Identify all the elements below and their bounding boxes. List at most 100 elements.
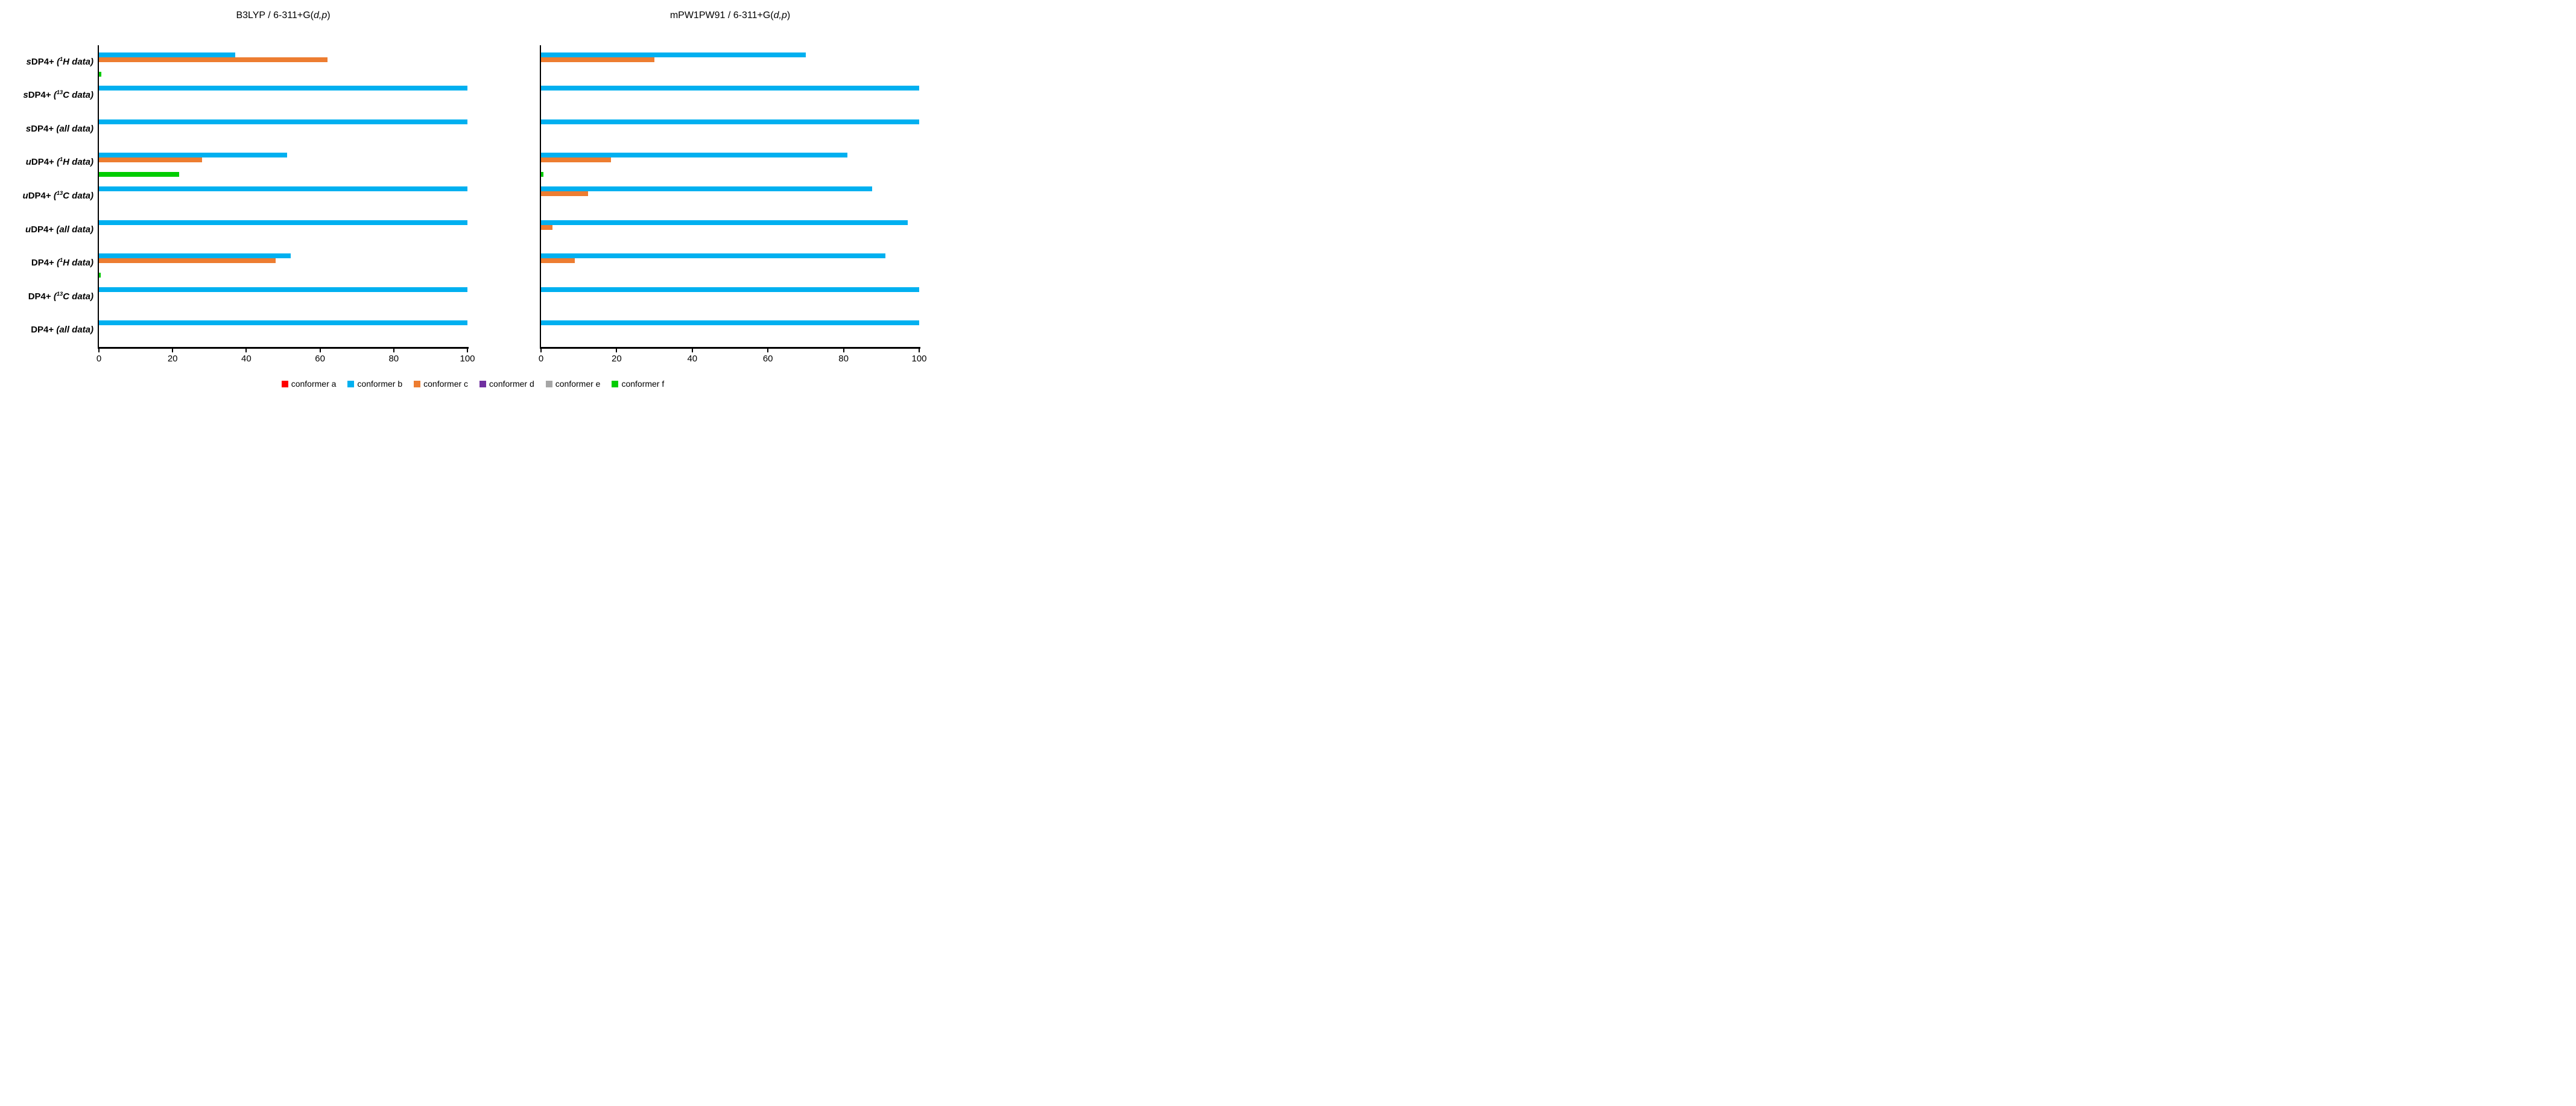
x-axis-tick (98, 349, 100, 352)
bar-conformer-b (541, 253, 885, 259)
category-label: uDP4+ (all data) (6, 224, 93, 235)
bar-conformer-c (541, 191, 589, 196)
legend-swatch-icon (612, 380, 619, 387)
x-axis-tick (319, 349, 321, 352)
x-tick-label: 0 (96, 354, 102, 364)
legend-swatch-icon (281, 380, 288, 387)
category-label: sDP4+ (1H data) (6, 56, 93, 68)
legend: conformer a conformer b conformer c conform… (0, 379, 946, 389)
x-axis-line (98, 347, 469, 349)
legend-item-conformer-c: conformer c (414, 379, 468, 389)
x-tick-label: 60 (315, 354, 325, 364)
bar-conformer-b (99, 52, 236, 57)
x-axis-tick (393, 349, 394, 352)
chart-title-text: mPW1PW91 / 6-311+G( (669, 10, 774, 21)
x-tick-label: 40 (241, 354, 252, 364)
x-axis-tick (691, 349, 693, 352)
bar-conformer-b (99, 253, 291, 259)
dp4-probability-figure: B3LYP / 6-311+G(d,p) 0 20 40 60 80 100 sDP4+ (1… (0, 0, 946, 407)
category-label-text: u (22, 191, 28, 201)
bar-conformer-c (541, 224, 552, 230)
category-label-text: (all data) (56, 224, 93, 235)
bar-conformer-c (541, 57, 655, 62)
bar-conformer-b (541, 287, 919, 292)
bar-conformer-b (99, 186, 467, 191)
category-label: uDP4+ (1H data) (6, 157, 93, 168)
legend-swatch-icon (414, 380, 421, 387)
bar-conformer-b (541, 119, 919, 124)
x-tick-label: 20 (167, 354, 178, 364)
legend-item-conformer-a: conformer a (281, 379, 337, 389)
bar-conformer-f (541, 172, 544, 177)
category-label: uDP4+ (13C data) (6, 190, 93, 202)
x-axis-tick (919, 349, 920, 352)
bar-conformer-b (541, 86, 919, 91)
category-label-text: s (23, 90, 28, 101)
x-tick-label: 100 (460, 354, 475, 364)
category-label-text: DP4+ (28, 90, 54, 101)
bar-conformer-b (541, 153, 847, 158)
legend-swatch-icon (479, 380, 487, 387)
chart-title-text: ) (786, 10, 791, 21)
category-label-text: DP4+ (31, 157, 57, 168)
bar-conformer-b (99, 119, 467, 124)
chart-title-text: ) (327, 10, 331, 21)
legend-label: conformer c (423, 379, 469, 389)
x-axis-tick (467, 349, 468, 352)
legend-item-conformer-e: conformer e (545, 379, 601, 389)
legend-label: conformer a (291, 379, 337, 389)
category-label-text: u (25, 224, 31, 235)
category-label-text: (1H data) (56, 257, 93, 269)
category-label: DP4+ (1H data) (6, 257, 93, 269)
category-label-text: s (25, 123, 31, 134)
x-axis-tick (172, 349, 174, 352)
bar-conformer-f (99, 172, 179, 177)
category-label-text: (1H data) (56, 56, 93, 67)
chart-title-text: d,p (313, 10, 328, 21)
bar-conformer-b (99, 153, 287, 158)
bar-conformer-f (99, 273, 101, 278)
bar-conformer-f (99, 71, 102, 77)
bar-conformer-c (541, 157, 611, 163)
x-axis-tick (616, 349, 618, 352)
bar-conformer-b (99, 287, 467, 292)
legend-label: conformer f (621, 379, 665, 389)
x-tick-label: 80 (838, 354, 849, 364)
legend-swatch-icon (347, 380, 355, 387)
bar-conformer-b (99, 86, 467, 91)
chart-title: mPW1PW91 / 6-311+G(d,p) (541, 10, 919, 22)
category-label-text: DP4+ (28, 191, 54, 201)
x-tick-label: 40 (687, 354, 698, 364)
legend-item-conformer-b: conformer b (347, 379, 402, 389)
category-label-text: (1H data) (56, 156, 93, 168)
category-label-text: DP4+ (31, 56, 57, 67)
y-axis-line (540, 45, 541, 349)
x-axis-tick (767, 349, 769, 352)
category-label: sDP4+ (all data) (6, 124, 93, 135)
category-label-text: DP4+ (31, 258, 57, 269)
x-axis-tick (843, 349, 844, 352)
x-tick-label: 100 (911, 354, 927, 364)
bar-conformer-c (541, 258, 575, 264)
category-label-text: (all data) (56, 325, 93, 335)
category-label: sDP4+ (13C data) (6, 90, 93, 101)
bar-conformer-b (541, 220, 908, 225)
category-label-text: (13C data) (53, 89, 93, 101)
bar-conformer-b (99, 320, 467, 326)
x-tick-label: 0 (538, 354, 544, 364)
category-label-text: (13C data) (53, 190, 93, 201)
category-label: DP4+ (13C data) (6, 291, 93, 302)
legend-item-conformer-d: conformer d (479, 379, 534, 389)
bar-conformer-b (541, 186, 872, 191)
category-label-text: DP4+ (31, 325, 57, 335)
x-tick-label: 20 (612, 354, 622, 364)
legend-label: conformer e (555, 379, 601, 389)
legend-label: conformer b (357, 379, 403, 389)
x-tick-label: 60 (762, 354, 773, 364)
bar-conformer-c (99, 157, 203, 163)
bar-conformer-b (541, 320, 919, 326)
x-tick-label: 80 (388, 354, 399, 364)
y-axis-line (98, 45, 99, 349)
bar-conformer-c (99, 57, 328, 62)
legend-item-conformer-f: conformer f (612, 379, 664, 389)
